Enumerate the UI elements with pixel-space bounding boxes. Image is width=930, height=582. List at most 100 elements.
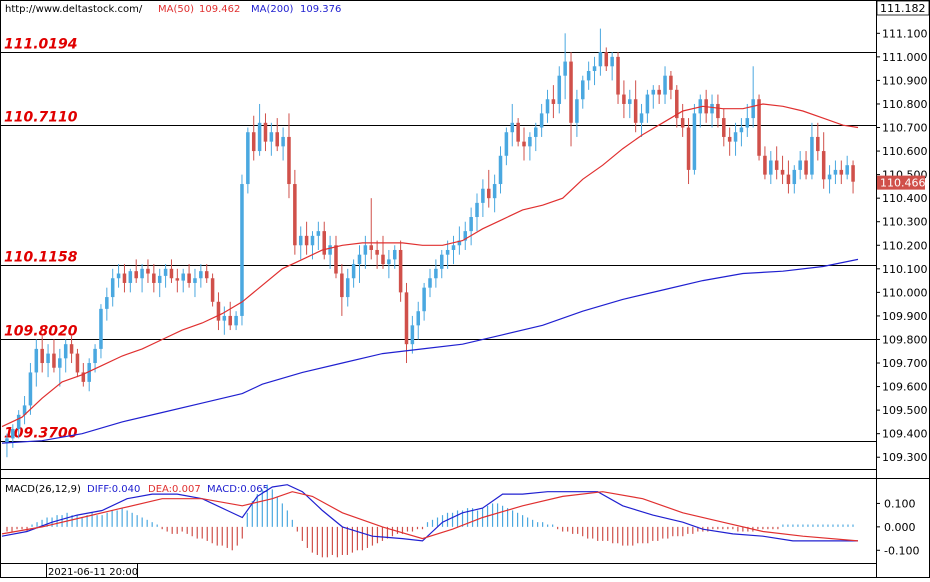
candle-85 <box>504 127 509 166</box>
candle-63 <box>375 240 379 269</box>
candle-body <box>81 372 86 382</box>
candle-body <box>140 268 144 279</box>
candle-body <box>240 184 244 316</box>
macd-dea-label: DEA:0.007 <box>148 484 201 495</box>
candle-107 <box>633 80 638 133</box>
candle-86 <box>510 103 515 147</box>
candle-body <box>134 271 138 279</box>
candle-50 <box>298 226 303 260</box>
candle-body <box>387 259 391 265</box>
candle-body <box>99 308 103 349</box>
candle-140 <box>827 165 832 194</box>
candle-body <box>610 56 614 67</box>
candle-55 <box>328 235 332 269</box>
candle-body <box>810 136 814 175</box>
candle-body <box>780 169 785 175</box>
candle-128 <box>757 94 761 161</box>
candle-body <box>539 113 544 128</box>
level-label-2: 110.1158 <box>4 250 78 266</box>
candle-56 <box>334 235 338 279</box>
candle-body <box>204 271 209 279</box>
candle-body <box>522 141 526 147</box>
candle-135 <box>798 151 802 180</box>
price-tick-label-18: 109.300 <box>882 451 928 464</box>
candle-body <box>34 348 39 373</box>
candle-72 <box>428 268 432 298</box>
candle-body <box>40 348 44 364</box>
price-tick-label-14: 109.700 <box>882 357 928 370</box>
candle-59 <box>351 259 356 288</box>
candle-18 <box>110 268 115 307</box>
candle-33 <box>199 264 203 288</box>
candle-113 <box>669 70 673 100</box>
price-tick-label-11: 110.000 <box>882 286 928 299</box>
candle-111 <box>657 85 661 104</box>
candle-70 <box>416 301 421 340</box>
candle-body <box>498 155 503 185</box>
price-tick-label-2: 110.900 <box>882 74 928 87</box>
candle-body <box>93 348 97 364</box>
candle-body <box>792 169 797 185</box>
candle-76 <box>451 235 456 265</box>
candle-106 <box>628 89 632 119</box>
candle-body <box>763 155 767 175</box>
candle-body <box>110 278 115 298</box>
candle-92 <box>545 89 550 123</box>
candle-47 <box>281 127 285 161</box>
candle-91 <box>539 103 544 137</box>
candle-21 <box>128 268 133 293</box>
candle-body <box>463 231 468 241</box>
candle-body <box>105 297 109 309</box>
candle-24 <box>146 259 150 283</box>
candle-body <box>363 245 368 255</box>
price-tick-label-9: 110.200 <box>882 239 928 252</box>
candle-body <box>445 249 450 255</box>
candle-body <box>287 136 291 185</box>
candle-body <box>328 245 332 255</box>
candle-body <box>551 99 556 104</box>
price-tick-label-8: 110.300 <box>882 216 928 229</box>
candle-141 <box>833 160 838 185</box>
candle-94 <box>557 66 562 114</box>
candle-body <box>416 311 421 326</box>
candle-body <box>833 169 838 175</box>
candle-22 <box>134 259 138 283</box>
candle-body <box>310 235 315 246</box>
candle-121 <box>716 94 720 128</box>
candle-body <box>410 325 415 345</box>
price-tick-label-7: 110.400 <box>882 192 928 205</box>
candle-body <box>669 75 673 90</box>
candle-body <box>722 118 726 137</box>
candle-25 <box>152 264 156 293</box>
current-price-label: 110.466 <box>880 177 926 190</box>
candle-139 <box>821 132 826 189</box>
candle-134 <box>792 165 797 194</box>
candle-37 <box>222 306 227 335</box>
candle-124 <box>733 122 738 156</box>
candle-120 <box>710 94 714 128</box>
candle-body <box>146 268 150 274</box>
candle-body <box>675 89 679 119</box>
candle-66 <box>392 245 397 269</box>
candle-body <box>604 52 609 67</box>
candle-body <box>428 278 432 288</box>
candle-136 <box>804 151 808 180</box>
candle-93 <box>551 85 556 119</box>
candle-19 <box>116 264 121 288</box>
level-label-1: 110.7110 <box>4 110 78 126</box>
candle-64 <box>381 235 385 269</box>
candle-body <box>392 249 397 260</box>
price-tick-label-12: 109.900 <box>882 310 928 323</box>
candle-110 <box>651 85 656 109</box>
candle-body <box>222 315 227 321</box>
candle-132 <box>780 155 785 185</box>
candle-143 <box>845 155 849 180</box>
candle-body <box>181 273 185 281</box>
level-label-3: 109.8020 <box>4 324 78 340</box>
price-axis: 111.100 111.000 110.900 110.800 110.700 110.6… <box>876 27 928 464</box>
candle-88 <box>522 127 526 161</box>
candle-body <box>75 353 80 373</box>
candle-body <box>663 75 667 95</box>
candle-103 <box>610 52 614 81</box>
